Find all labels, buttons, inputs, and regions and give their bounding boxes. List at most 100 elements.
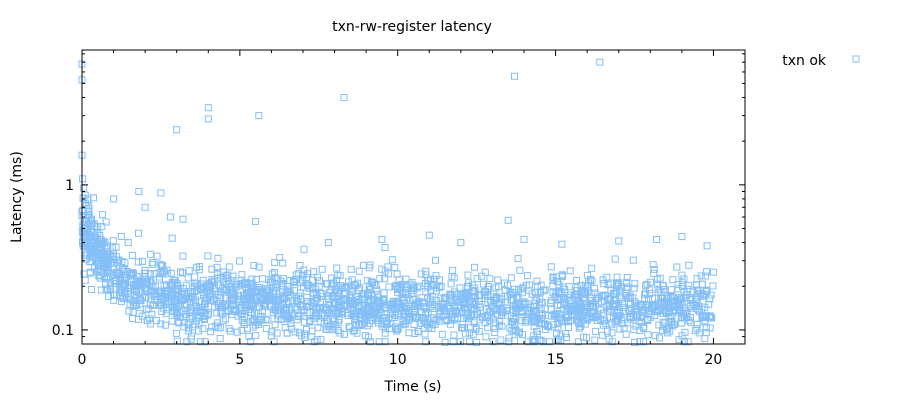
data-point — [384, 263, 392, 271]
data-point — [301, 330, 309, 338]
data-point — [429, 321, 437, 329]
data-point — [259, 275, 266, 283]
data-point — [650, 269, 658, 277]
data-point — [430, 314, 438, 322]
data-point — [701, 303, 709, 311]
data-point — [381, 329, 389, 337]
data-point — [367, 278, 375, 286]
data-point — [514, 294, 522, 301]
data-point — [461, 298, 469, 306]
data-point — [227, 296, 235, 304]
data-point — [577, 323, 585, 331]
data-point — [656, 274, 664, 282]
data-point — [185, 324, 193, 332]
data-point — [562, 317, 570, 325]
x-axis-label: Time (s) — [384, 379, 442, 395]
data-point — [630, 313, 637, 321]
data-point — [183, 338, 191, 346]
data-point — [110, 195, 118, 203]
data-point — [179, 285, 187, 292]
data-point — [446, 290, 454, 298]
data-point — [425, 231, 433, 239]
data-point — [593, 293, 601, 301]
data-point — [143, 305, 151, 313]
data-point — [490, 304, 498, 312]
data-point — [685, 261, 693, 269]
data-point — [613, 313, 621, 321]
data-point — [491, 329, 499, 336]
y-axis: 0.11 — [52, 53, 745, 339]
data-point — [530, 307, 538, 314]
data-point — [285, 288, 293, 296]
data-point — [480, 280, 488, 288]
data-point — [348, 310, 356, 318]
data-point — [264, 316, 272, 324]
data-point — [341, 330, 348, 338]
data-point — [258, 307, 266, 315]
data-point — [289, 278, 297, 285]
data-point — [86, 220, 94, 228]
data-point — [252, 332, 260, 339]
data-point — [566, 267, 574, 275]
data-point — [215, 281, 223, 289]
data-point — [165, 298, 173, 306]
data-point — [110, 256, 118, 264]
data-point — [651, 303, 659, 311]
data-point — [125, 307, 133, 315]
data-point — [641, 294, 649, 302]
data-point — [514, 255, 522, 263]
data-point — [333, 264, 341, 272]
data-point — [422, 310, 430, 318]
data-point — [614, 279, 622, 287]
data-point — [597, 298, 605, 306]
data-point — [449, 338, 457, 346]
data-point — [663, 298, 670, 306]
data-point — [446, 320, 454, 328]
data-point — [691, 327, 699, 335]
data-point — [518, 308, 526, 315]
data-point — [531, 314, 538, 322]
data-point — [630, 326, 638, 334]
data-point — [388, 256, 396, 264]
data-point — [351, 298, 359, 306]
data-point — [121, 282, 128, 290]
data-point — [438, 330, 446, 338]
data-point — [156, 260, 164, 268]
data-point — [554, 320, 562, 328]
data-point — [693, 275, 701, 283]
data-point — [551, 292, 559, 300]
data-point — [141, 269, 149, 277]
data-point — [129, 315, 136, 322]
data-point — [591, 336, 599, 344]
data-point — [600, 309, 607, 317]
data-point — [574, 295, 582, 303]
data-point — [456, 338, 464, 346]
data-point — [547, 263, 555, 271]
data-point — [308, 283, 316, 291]
scatter-points — [78, 58, 717, 346]
data-point — [504, 216, 512, 224]
data-point — [662, 309, 670, 317]
data-point — [549, 276, 557, 284]
data-point — [351, 281, 359, 289]
data-point — [153, 252, 161, 260]
data-point — [629, 256, 637, 264]
data-point — [158, 308, 166, 315]
data-point — [200, 291, 208, 299]
data-point — [683, 291, 691, 299]
data-point — [214, 291, 222, 299]
data-point — [230, 301, 238, 309]
data-point — [516, 328, 523, 336]
data-point — [675, 295, 683, 303]
data-point — [254, 318, 262, 326]
data-point — [501, 287, 509, 294]
data-point — [273, 305, 281, 313]
data-point — [402, 291, 410, 299]
data-point — [428, 280, 436, 288]
data-point — [179, 307, 187, 315]
data-point — [301, 318, 308, 326]
data-point — [299, 276, 307, 284]
data-point — [253, 287, 261, 295]
data-point — [317, 289, 325, 297]
